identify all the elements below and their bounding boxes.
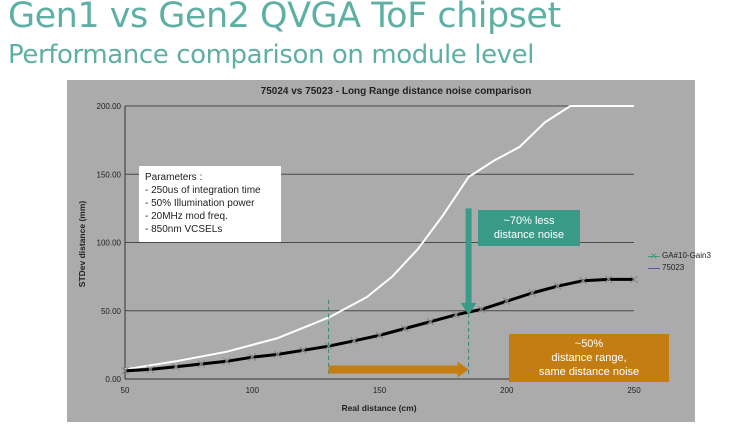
gen2-data-point	[401, 324, 409, 333]
x-tick-label: 50	[121, 386, 130, 395]
legend-swatch-x-icon: ✕	[648, 251, 660, 261]
parameter-item: - 20MHz mod freq.	[145, 211, 228, 222]
callout-line: ~50%	[574, 338, 604, 350]
parameters-heading: Parameters :	[145, 172, 203, 183]
series-markers	[121, 275, 638, 375]
gen2-data-point	[426, 317, 435, 326]
gen2-data-point	[350, 336, 358, 345]
y-tick-label: 200.00	[97, 102, 122, 111]
gen2-data-point	[375, 331, 384, 340]
gen2-data-point	[222, 357, 231, 366]
slide-subtitle: Performance comparison on module level	[8, 40, 535, 70]
range-arrow-head	[457, 361, 469, 378]
callout-line: distance noise	[493, 229, 565, 241]
noise-arrow-shaft	[465, 208, 472, 305]
noise-arrow-head	[460, 302, 477, 315]
chart-title: 75024 vs 75023 - Long Range distance noi…	[261, 86, 532, 97]
callout-line: distance range,	[551, 352, 627, 364]
noise-reduction-callout: ~70% less distance noise	[478, 210, 580, 246]
gen2-data-point	[324, 342, 333, 351]
y-tick-label: 0.00	[105, 375, 121, 384]
x-tick-label: 150	[373, 386, 387, 395]
gen2-data-point	[248, 353, 257, 362]
y-axis-label: STDev distance (mm)	[77, 201, 87, 288]
range-increase-callout: ~50% distance range, same distance noise	[509, 334, 669, 382]
gen2-data-point	[171, 362, 180, 371]
parameter-item: - 50% Illumination power	[145, 198, 255, 209]
range-arrow-shaft	[328, 365, 459, 374]
legend-swatch-line-icon	[648, 264, 660, 272]
legend-entry-gen1: 75023	[648, 262, 711, 274]
gen2-data-point	[604, 275, 613, 284]
legend-entry-gen2: ✕ GA#10-Gain3	[648, 250, 711, 262]
gen2-data-point	[528, 289, 537, 297]
gen2-data-point	[273, 350, 282, 359]
parameter-item: - 850nm VCSELs	[145, 224, 223, 235]
gen2-data-point	[502, 297, 511, 306]
chart-legend: ✕ GA#10-Gain3 75023	[648, 250, 711, 274]
gen2-data-point	[579, 276, 588, 285]
gen2-data-point	[197, 360, 206, 368]
parameters-box: Parameters : - 250us of integration time…	[139, 166, 281, 242]
annotations	[328, 208, 477, 378]
x-tick-label: 250	[627, 386, 641, 395]
callout-line: ~70% less	[503, 215, 555, 227]
gen1-series-line	[124, 105, 634, 371]
gen2-data-point	[630, 275, 638, 284]
legend-label: 75023	[662, 263, 685, 272]
callout-line: same distance noise	[538, 366, 640, 378]
legend-label: GA#10-Gain3	[662, 251, 711, 260]
parameter-item: - 250us of integration time	[145, 185, 261, 196]
y-tick-label: 150.00	[97, 170, 122, 179]
gen2-data-point	[299, 346, 308, 355]
y-tick-label: 50.00	[101, 307, 122, 316]
x-tick-label: 100	[246, 386, 260, 395]
x-tick-label: 200	[500, 386, 514, 395]
slide-title: Gen1 vs Gen2 QVGA ToF chipset	[8, 0, 561, 36]
gen2-data-point	[121, 366, 129, 375]
axis-ticks: 0.00 50.00 100.00 150.00 200.00 50 100 150 200 25…	[97, 102, 642, 395]
y-tick-label: 100.00	[97, 239, 122, 248]
x-axis-label: Real distance (cm)	[341, 403, 416, 413]
gen2-data-point	[451, 310, 460, 319]
gen2-data-point	[477, 305, 486, 314]
gen2-data-point	[553, 282, 562, 291]
gen2-data-point	[146, 365, 155, 374]
